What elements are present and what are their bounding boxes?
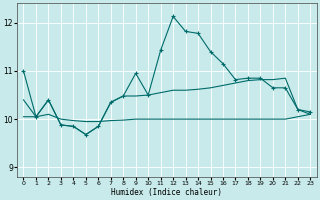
X-axis label: Humidex (Indice chaleur): Humidex (Indice chaleur) bbox=[111, 188, 222, 197]
